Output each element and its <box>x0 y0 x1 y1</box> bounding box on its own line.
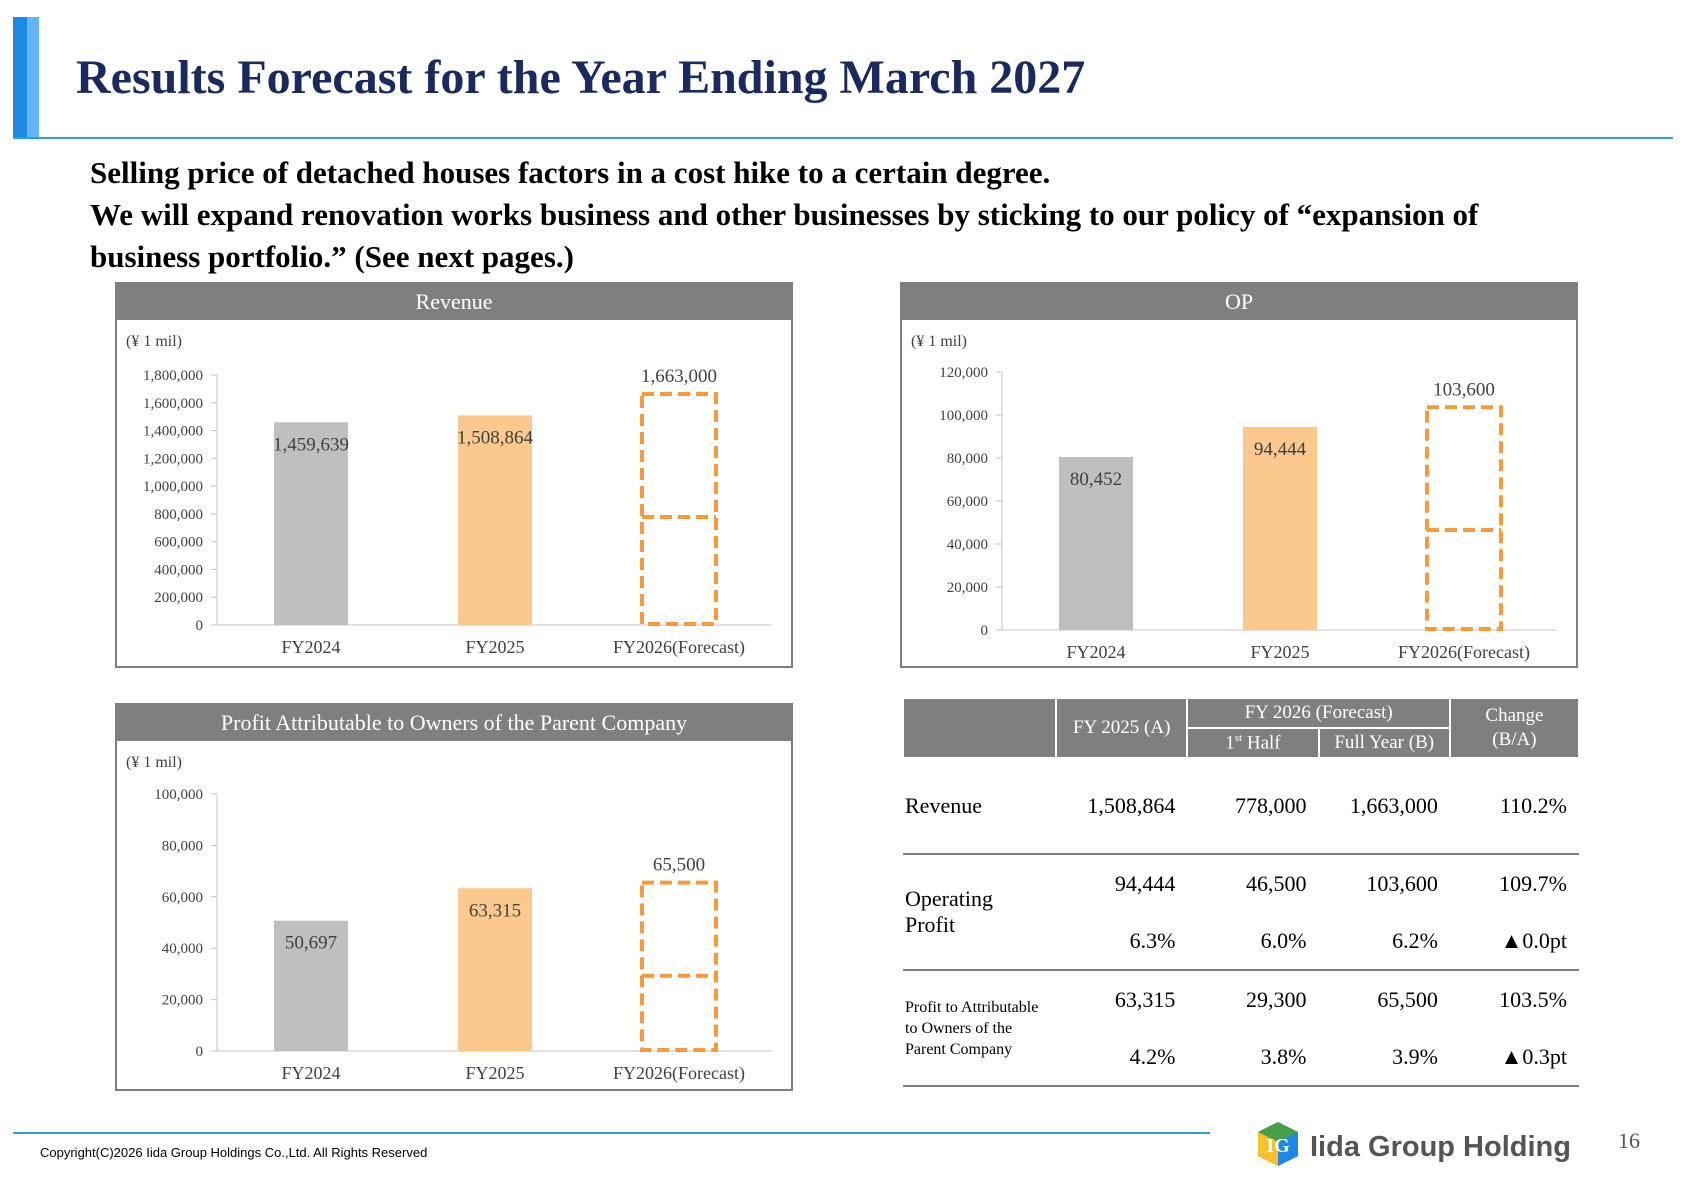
revenue-chart-panel: Revenue (¥ 1 mil) 0 200,000 400,000 600,000 8… <box>115 282 793 668</box>
y-tick-label: 20,000 <box>947 580 988 596</box>
y-tick-label: 1,800,000 <box>143 368 203 384</box>
y-tick-label: 40,000 <box>947 537 988 553</box>
subtitle: Selling price of detached houses factors… <box>90 152 1660 278</box>
data-label: 63,315 <box>469 900 521 921</box>
y-tick-label: 120,000 <box>939 365 988 381</box>
subtitle-line-2: We will expand renovation works business… <box>90 197 1479 232</box>
y-tick-label: 40,000 <box>162 941 203 957</box>
subtitle-line-3: business portfolio.” (See next pages.) <box>90 239 574 274</box>
y-tick-label: 600,000 <box>154 535 203 551</box>
op-chart: (¥ 1 mil) 0 20,000 40,000 60,000 80,000 100,00… <box>911 333 1557 663</box>
col-first-half: 1st Half <box>1186 727 1320 759</box>
profit-chart-panel: Profit Attributable to Owners of the Par… <box>115 703 793 1091</box>
footer-divider <box>13 1132 1210 1134</box>
x-category-label: FY2025 <box>1250 642 1309 662</box>
col-change: Change (B/A) <box>1448 697 1581 759</box>
data-label: 65,500 <box>653 855 705 876</box>
y-tick-label: 1,000,000 <box>143 479 203 495</box>
x-category-label: FY2026(Forecast) <box>613 637 745 658</box>
table-row: 4.2% 3.8% 3.9% ▲0.3pt <box>903 1028 1579 1087</box>
bar-fy2025 <box>1243 426 1317 630</box>
revenue-chart-title: Revenue <box>117 284 791 320</box>
profit-chart-title: Profit Attributable to Owners of the Par… <box>117 705 791 741</box>
copyright: Copyright(C)2026 Iida Group Holdings Co.… <box>40 1145 428 1160</box>
unit-label: (¥ 1 mil) <box>911 333 967 350</box>
bar-forecast <box>1425 405 1503 632</box>
bar-forecast <box>640 392 718 627</box>
svg-text:Iida Group Holdings: Iida Group Holdings <box>1310 1131 1572 1163</box>
profit-chart: (¥ 1 mil) 0 20,000 40,000 60,000 80,000 100,00… <box>126 754 772 1084</box>
bar-fy2024 <box>1059 457 1133 630</box>
y-tick-label: 80,000 <box>947 451 988 467</box>
x-category-label: FY2024 <box>281 637 340 657</box>
y-tick-label: 0 <box>196 1044 204 1060</box>
title-divider <box>13 137 1673 139</box>
unit-label: (¥ 1 mil) <box>126 754 182 771</box>
data-label: 1,663,000 <box>641 366 717 387</box>
table-row: 6.3% 6.0% 6.2% ▲0.0pt <box>903 912 1579 971</box>
data-label: 103,600 <box>1433 379 1495 400</box>
col-full-year: Full Year (B) <box>1317 727 1451 759</box>
y-tick-label: 1,200,000 <box>143 451 203 467</box>
title-accent-bar-light <box>27 17 39 139</box>
y-tick-label: 60,000 <box>162 890 203 906</box>
x-category-label: FY2025 <box>465 637 524 657</box>
unit-label: (¥ 1 mil) <box>126 333 182 350</box>
y-tick-label: 0 <box>981 623 989 639</box>
table-row: Operating Profit 94,444 46,500 103,600 1… <box>903 854 1579 971</box>
bar-fy2025 <box>458 888 532 1051</box>
table-row: Profit to Attributable to Owners of the … <box>903 970 1579 1087</box>
x-category-label: FY2024 <box>1066 642 1125 662</box>
y-tick-label: 800,000 <box>154 507 203 523</box>
op-chart-panel: OP (¥ 1 mil) 0 20,000 40,000 60,000 80,000 100… <box>900 282 1578 668</box>
y-tick-label: 0 <box>196 618 204 634</box>
col-fy2026: FY 2026 (Forecast) <box>1186 697 1451 729</box>
bar-fy2024 <box>274 920 348 1051</box>
data-label: 1,459,639 <box>273 434 349 455</box>
data-label: 94,444 <box>1254 439 1307 460</box>
x-category-label: FY2024 <box>281 1063 340 1083</box>
op-chart-title: OP <box>902 284 1576 320</box>
bar-fy2025 <box>458 415 532 625</box>
y-tick-label: 1,400,000 <box>143 424 203 440</box>
y-tick-label: 60,000 <box>947 494 988 510</box>
x-category-label: FY2026(Forecast) <box>1398 642 1530 663</box>
data-label: 80,452 <box>1070 469 1122 490</box>
forecast-table: FY 2025 (A) FY 2026 (Forecast) Change (B… <box>901 697 1581 1087</box>
y-tick-label: 100,000 <box>154 787 203 803</box>
col-fy2025: FY 2025 (A) <box>1055 697 1189 759</box>
y-tick-label: 1,600,000 <box>143 396 203 412</box>
company-logo: IG Iida Group Holdings <box>1258 1122 1572 1166</box>
revenue-chart: (¥ 1 mil) 0 200,000 400,000 600,000 800,000 1,… <box>126 333 772 658</box>
data-label: 50,697 <box>285 933 337 954</box>
table-corner <box>901 697 1058 759</box>
bar-fy2024 <box>274 422 348 625</box>
y-tick-label: 20,000 <box>162 993 203 1009</box>
y-tick-label: 80,000 <box>162 838 203 854</box>
svg-text:IG: IG <box>1266 1135 1290 1157</box>
y-tick-label: 200,000 <box>154 590 203 606</box>
y-tick-label: 400,000 <box>154 562 203 578</box>
page-title: Results Forecast for the Year Ending Mar… <box>76 51 1086 104</box>
table-row: Revenue 1,508,864 778,000 1,663,000 110.… <box>903 758 1579 855</box>
title-accent-bar <box>13 17 27 139</box>
subtitle-line-1: Selling price of detached houses factors… <box>90 155 1051 190</box>
x-category-label: FY2026(Forecast) <box>613 1063 745 1084</box>
bar-forecast <box>640 880 718 1052</box>
x-category-label: FY2025 <box>465 1063 524 1083</box>
y-tick-label: 100,000 <box>939 408 988 424</box>
data-label: 1,508,864 <box>457 427 534 448</box>
page-number: 16 <box>1618 1128 1640 1153</box>
